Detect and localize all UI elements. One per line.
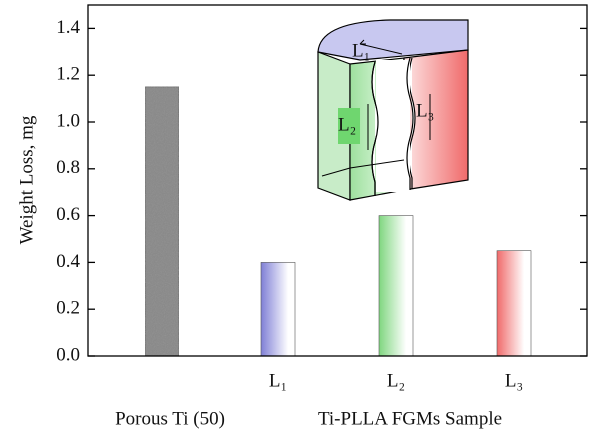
x-tick-label: L₂: [387, 370, 405, 391]
y-axis-label: Weight Loss, mg: [16, 115, 37, 244]
inset-label: L₁: [352, 40, 370, 61]
bar: [378, 215, 414, 357]
y-tick-label: 1.0: [56, 110, 80, 131]
plot: 0.0 0.2 0.4 0.6 0.8 1.0 1.2 1.4 L₁ L₂ L₃: [56, 4, 588, 391]
x-label: Porous Ti (50): [115, 408, 225, 429]
y-tick-label: 0.0: [56, 344, 80, 365]
bar: [260, 262, 296, 357]
y-tick-label: 0.8: [56, 157, 80, 178]
bar: [496, 250, 532, 357]
y-tick-label: 1.4: [56, 17, 80, 38]
y-tick-label: 1.2: [56, 64, 80, 85]
inset-label: L₂: [338, 114, 356, 135]
y-tick-label: 0.2: [56, 298, 80, 319]
x-tick-label: L₁: [269, 370, 287, 391]
inset: L₁ L₂ L₃: [317, 19, 469, 201]
bar: [144, 86, 180, 357]
x-tick-label: L₃: [505, 370, 523, 391]
y-tick-label: 0.4: [56, 251, 80, 272]
axes-frame: [87, 4, 588, 357]
y-tick-label: 0.6: [56, 204, 80, 225]
inset-label: L₃: [416, 100, 434, 121]
x-label: Ti-PLLA FGMs Sample: [318, 408, 502, 429]
